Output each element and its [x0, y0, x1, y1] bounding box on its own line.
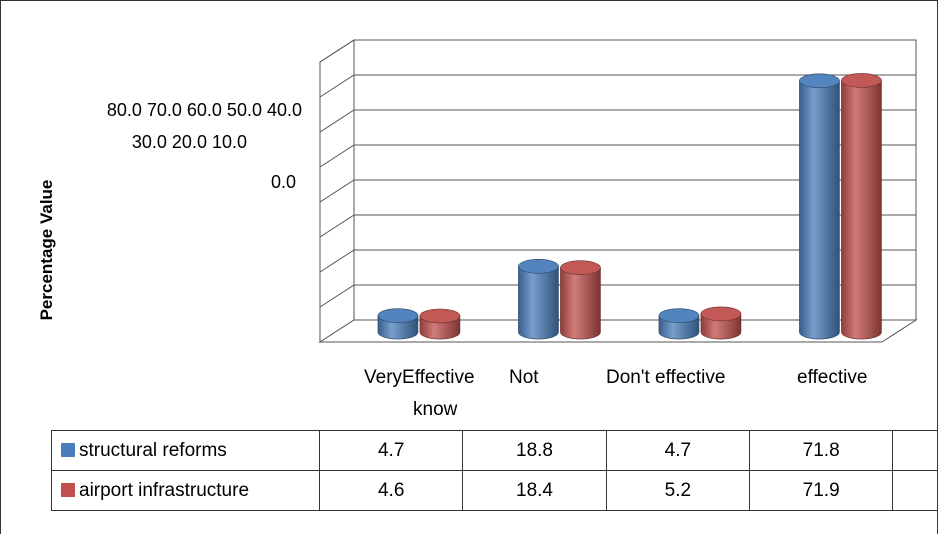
- table-cell-empty: [892, 430, 938, 471]
- floor: [318, 319, 918, 343]
- y-tick-labels-line2: 30.0 20.0 10.0: [131, 132, 247, 152]
- gridline: [319, 179, 916, 203]
- legend-swatch-airport-infrastructure: [61, 482, 75, 497]
- table-cell: 71.8: [748, 430, 894, 471]
- x-tick-label-0-line2: know: [413, 399, 458, 420]
- table-cell: 18.4: [462, 470, 607, 511]
- bar-top-0-1: [419, 308, 461, 324]
- table-cell: 5.2: [605, 470, 750, 511]
- bar-top-1-0: [518, 258, 559, 274]
- table-cell-empty: [892, 470, 938, 511]
- table-cell: 4.6: [319, 470, 464, 511]
- legend-swatch-structural-reforms: [61, 442, 75, 457]
- table-cell: 4.7: [605, 430, 750, 471]
- x-tick-label-3: effective: [797, 367, 868, 388]
- gridline: [319, 249, 916, 273]
- data-table: structural reforms 4.7 18.8 4.7 71.8 air…: [50, 430, 938, 511]
- gridline: [319, 74, 916, 98]
- bar-top-0-0: [377, 308, 419, 323]
- x-tick-label-1: Not: [509, 367, 539, 388]
- x-tick-label-2: Don't effective: [606, 367, 726, 388]
- legend-entry-structural-reforms: structural reforms: [50, 430, 321, 471]
- bar-top-3-0: [799, 73, 840, 89]
- gridline: [319, 144, 916, 168]
- y-axis-label: Percentage Value: [37, 179, 56, 321]
- legend-label: airport infrastructure: [79, 479, 250, 501]
- y-tick-labels-line3: 0.0: [270, 172, 296, 192]
- legend-entry-airport-infrastructure: airport infrastructure: [50, 470, 321, 511]
- bar-top-2-0: [658, 308, 700, 323]
- gridline: [319, 214, 916, 238]
- legend-label: structural reforms: [79, 439, 227, 461]
- x-tick-label-0: VeryEffective: [364, 367, 475, 388]
- bar-1-1: [560, 267, 601, 340]
- table-row-structural-reforms: structural reforms 4.7 18.8 4.7 71.8: [50, 430, 938, 471]
- table-row-airport-infrastructure: airport infrastructure 4.6 18.4 5.2 71.9: [50, 470, 938, 511]
- bar-1-0: [518, 266, 559, 340]
- table-cell: 71.9: [748, 470, 894, 511]
- bar-top-1-1: [560, 260, 601, 276]
- bar-top-2-1: [700, 306, 742, 322]
- chart-plot-area: [318, 39, 918, 343]
- gridline: [319, 284, 916, 308]
- bar-3-1: [841, 80, 882, 340]
- bar-3-0: [799, 80, 840, 340]
- gridline: [319, 39, 916, 63]
- gridline: [319, 109, 916, 133]
- table-cell: 18.8: [462, 430, 607, 471]
- table-cell: 4.7: [319, 430, 464, 471]
- bar-top-3-1: [841, 73, 882, 88]
- y-tick-labels-line1: 80.0 70.0 60.0 50.0 40.0: [106, 100, 302, 120]
